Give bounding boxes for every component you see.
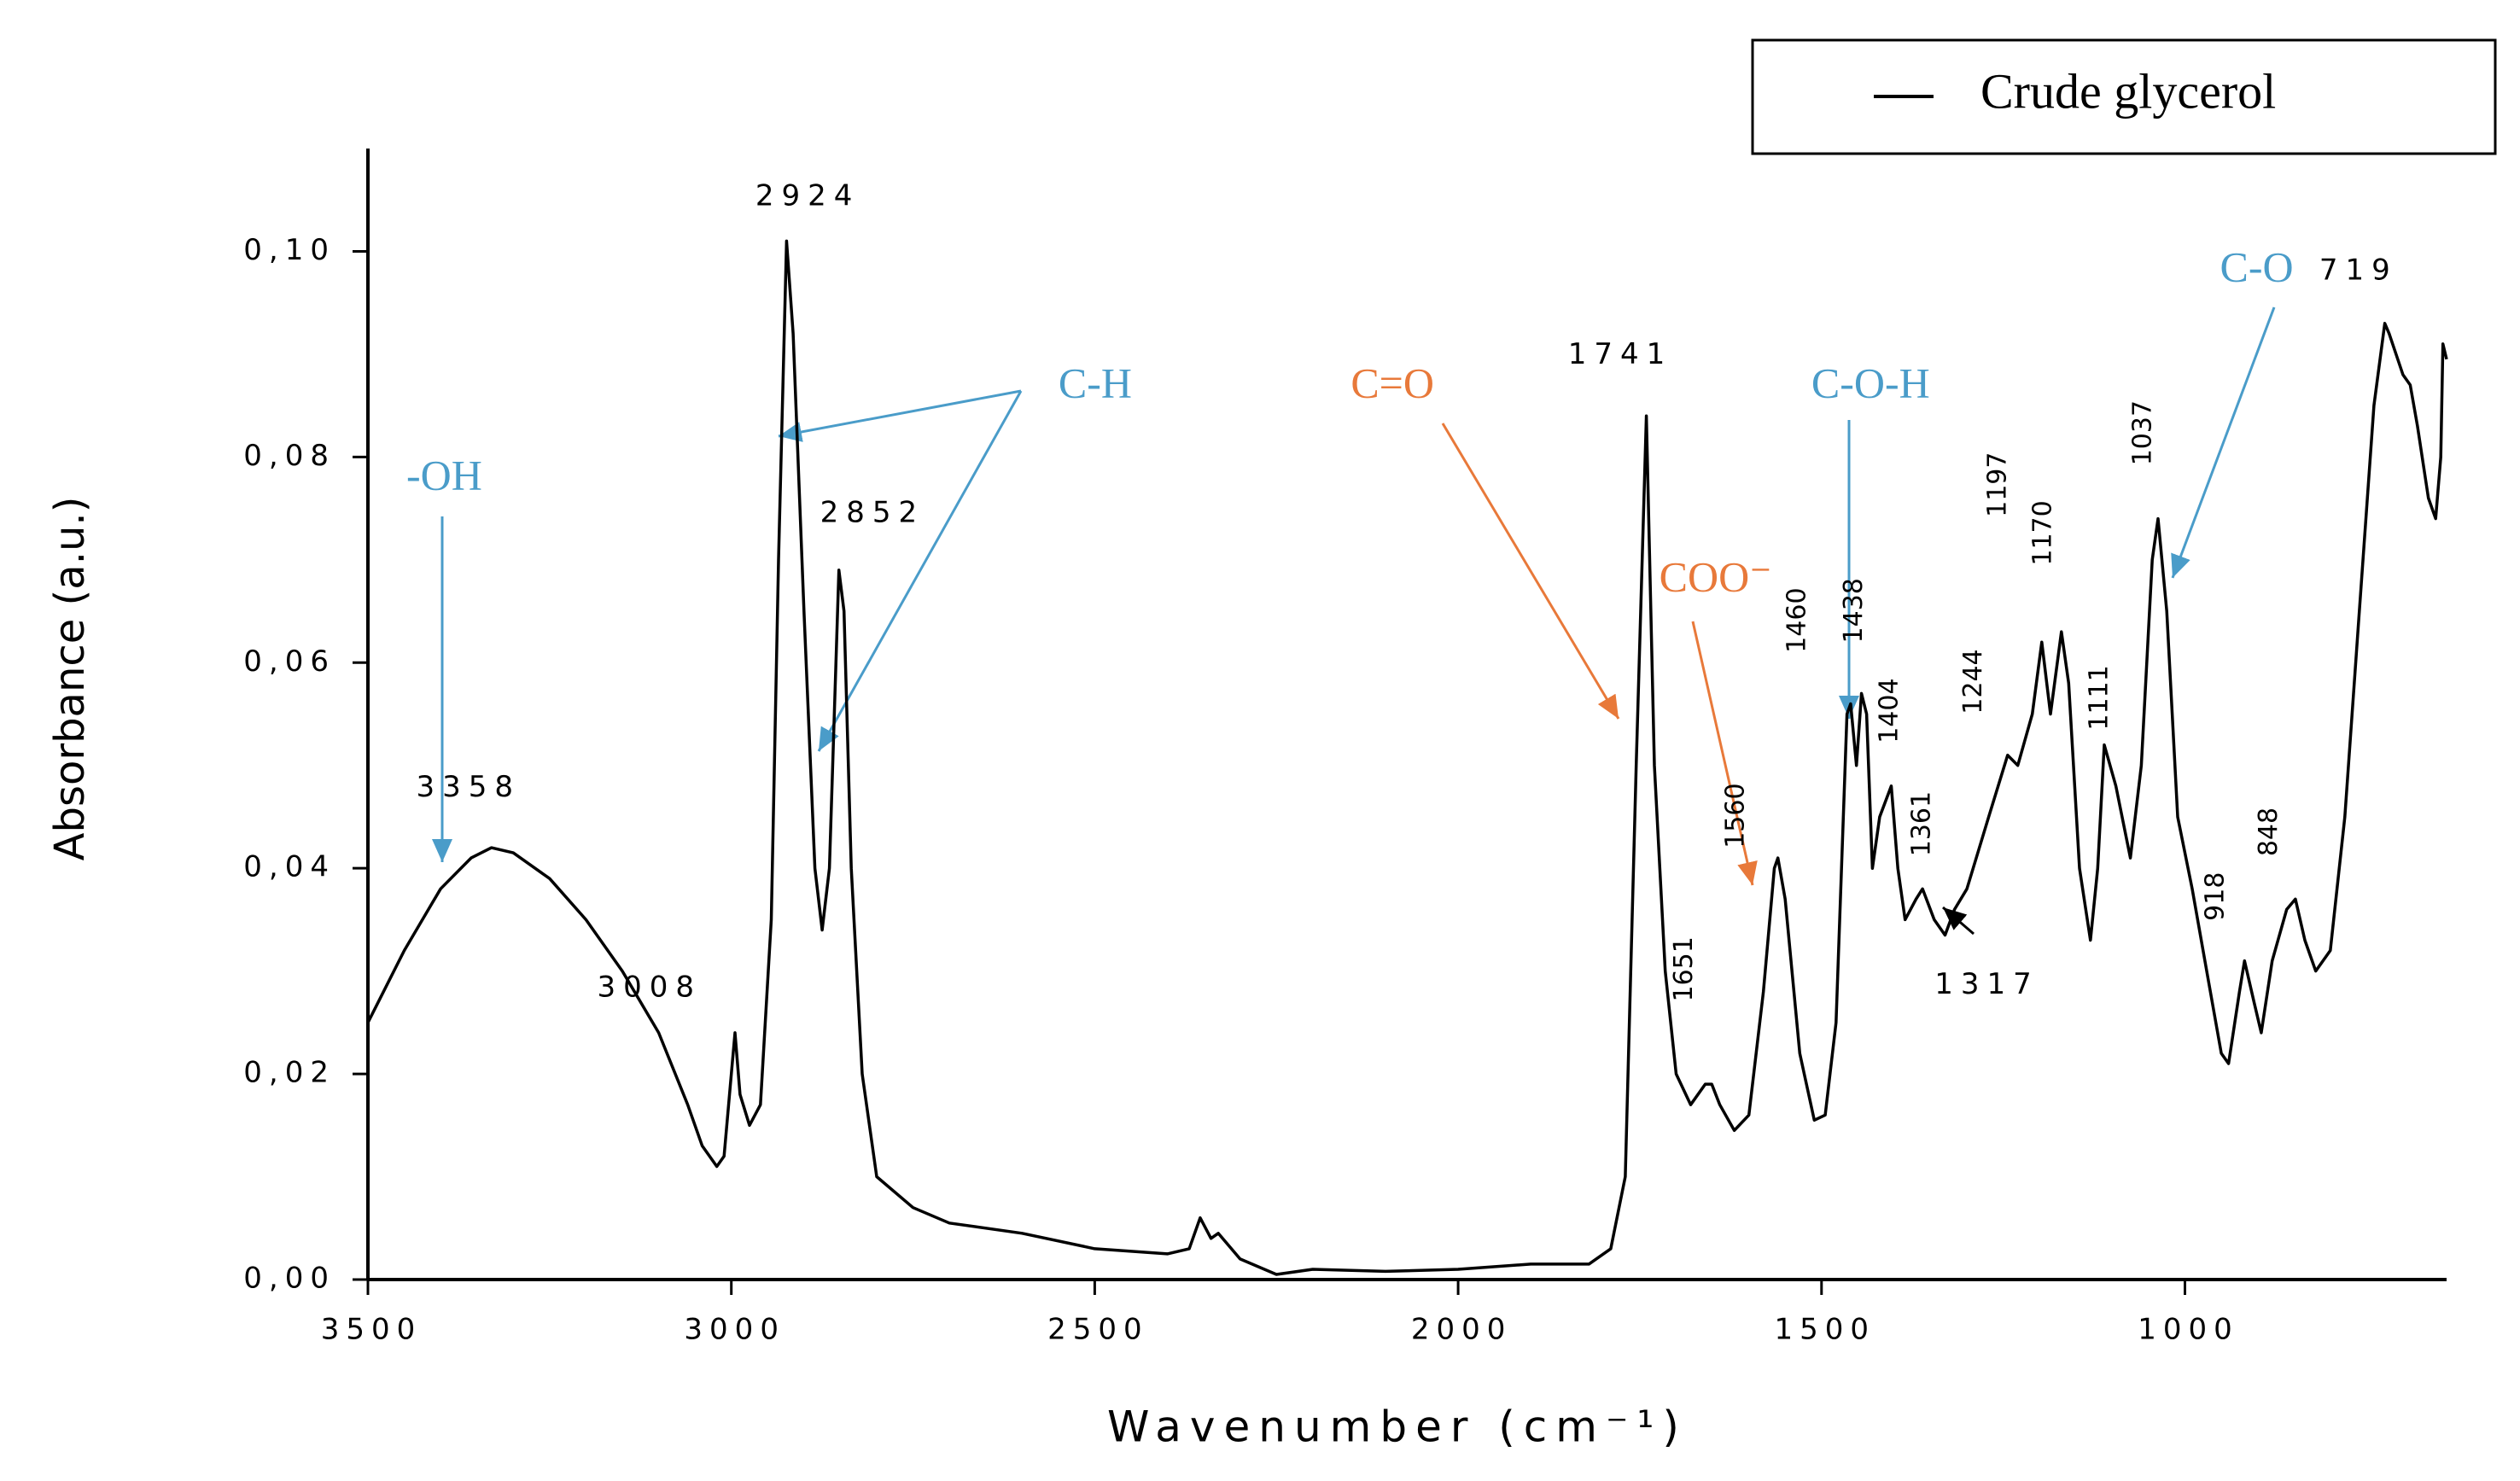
annotation: 719	[2319, 253, 2398, 287]
annotation: 1317	[1934, 967, 2039, 1001]
annotation: 3008	[597, 971, 702, 1005]
legend-label: Crude glycerol	[1980, 63, 2276, 119]
annotation: C-H	[1059, 359, 1132, 407]
annotation: 1197	[1982, 452, 2012, 517]
annotation: 1170	[2027, 500, 2057, 565]
annotation: 918	[2201, 872, 2231, 921]
arrow	[1691, 621, 1758, 886]
annotation: 1438	[1839, 578, 1869, 643]
arrow	[2171, 306, 2276, 579]
annotation: 2924	[755, 178, 860, 213]
arrow	[778, 389, 1022, 442]
x-tick-label: 3500	[321, 1313, 423, 1347]
y-tick-label: 0,02	[243, 1056, 335, 1090]
y-tick-label: 0,10	[243, 233, 335, 267]
annotation: C-O	[2220, 242, 2293, 290]
annotation: 1460	[1782, 587, 1812, 652]
annotation: 1361	[1906, 791, 1936, 856]
x-tick-label: 3000	[684, 1313, 785, 1347]
annotation: 1244	[1958, 649, 1988, 714]
y-tick-label: 0,08	[243, 439, 335, 473]
annotation: 1404	[1875, 678, 1905, 743]
y-tick-label: 0,06	[243, 644, 335, 679]
annotation: 1560	[1721, 783, 1751, 848]
arrow	[817, 390, 1023, 752]
y-tick-label: 0,00	[243, 1262, 335, 1296]
arrow	[1441, 423, 1620, 720]
annotation: C=O	[1350, 359, 1434, 407]
x-tick-label: 2000	[1411, 1313, 1513, 1347]
annotation: 2852	[820, 495, 925, 529]
x-tick-label: 1000	[2138, 1313, 2239, 1347]
annotation: 1037	[2128, 400, 2158, 465]
x-tick-label: 1500	[1775, 1313, 1876, 1347]
y-axis-label: Absorbance (a.u.)	[46, 497, 94, 861]
annotation: C-O-H	[1811, 359, 1930, 407]
arrow	[1942, 906, 1975, 936]
annotation: 3358	[417, 770, 522, 804]
annotation: COO⁻	[1660, 553, 1772, 601]
annotation: 1111	[2085, 665, 2115, 730]
x-axis-label: Wavenumber (cm⁻¹)	[1107, 1402, 1688, 1452]
annotation: 1741	[1568, 337, 1673, 371]
annotation: 1651	[1669, 936, 1699, 1001]
annotation: 848	[2254, 808, 2284, 856]
annotation: -OH	[406, 451, 482, 499]
y-tick-label: 0,04	[243, 850, 335, 884]
spectrum-line	[366, 239, 2448, 1276]
x-tick-label: 2500	[1047, 1313, 1149, 1347]
